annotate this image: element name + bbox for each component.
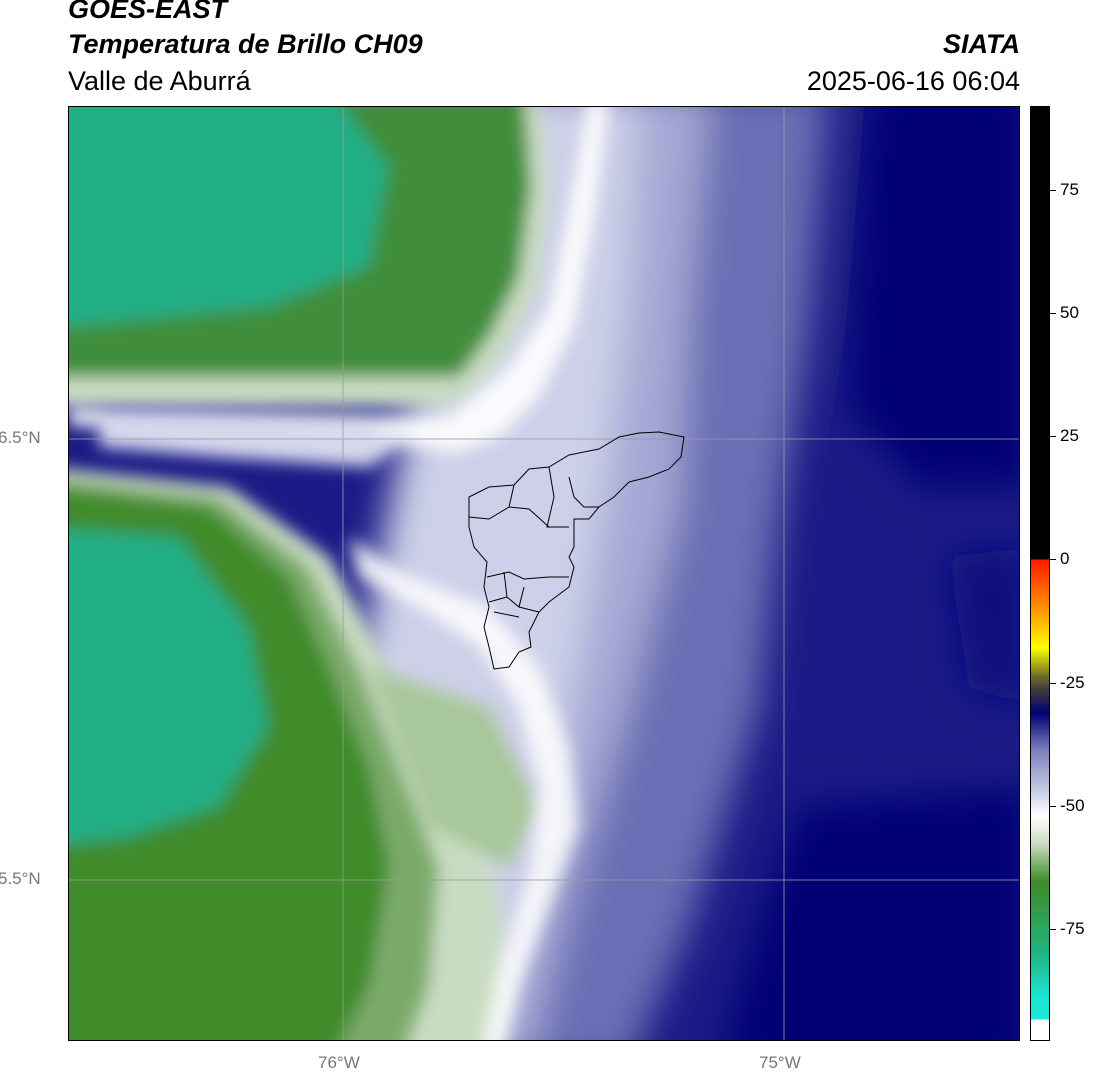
temperature-colorbar	[1030, 106, 1050, 1041]
agency-label: SIATA	[943, 29, 1020, 59]
cb-label-0: 0	[1060, 549, 1070, 568]
lon-label-75W: 75°W	[759, 1053, 801, 1072]
graticule	[69, 107, 1019, 1040]
cb-tick-50	[1050, 313, 1056, 314]
aburra-valley-boundary	[468, 431, 685, 670]
cb-label-25: 25	[1060, 426, 1079, 445]
lat-label-6.5N: 6.5°N	[0, 428, 41, 447]
product-title: Temperatura de Brillo CH09	[68, 29, 423, 59]
cb-label-50: 50	[1060, 303, 1079, 322]
satellite-title: GOES-EAST	[68, 0, 228, 24]
region-subtitle: Valle de Aburrá	[68, 66, 251, 96]
timestamp-label: 2025-06-16 06:04	[806, 66, 1020, 96]
brightness-temperature-map	[69, 107, 1019, 1040]
cb-tick-minus25	[1050, 683, 1056, 684]
cb-label-minus25: -25	[1060, 673, 1085, 692]
cb-tick-25	[1050, 436, 1056, 437]
cb-label-minus50: -50	[1060, 796, 1085, 815]
cb-label-75: 75	[1060, 180, 1079, 199]
map-panel[interactable]	[68, 106, 1020, 1041]
cb-label-minus75: -75	[1060, 919, 1085, 938]
cb-tick-75	[1050, 190, 1056, 191]
lat-label-5.5N: 5.5°N	[0, 869, 41, 888]
cb-tick-minus75	[1050, 929, 1056, 930]
cb-tick-minus50	[1050, 806, 1056, 807]
lon-label-76W: 76°W	[318, 1053, 360, 1072]
cb-tick-0	[1050, 559, 1056, 560]
